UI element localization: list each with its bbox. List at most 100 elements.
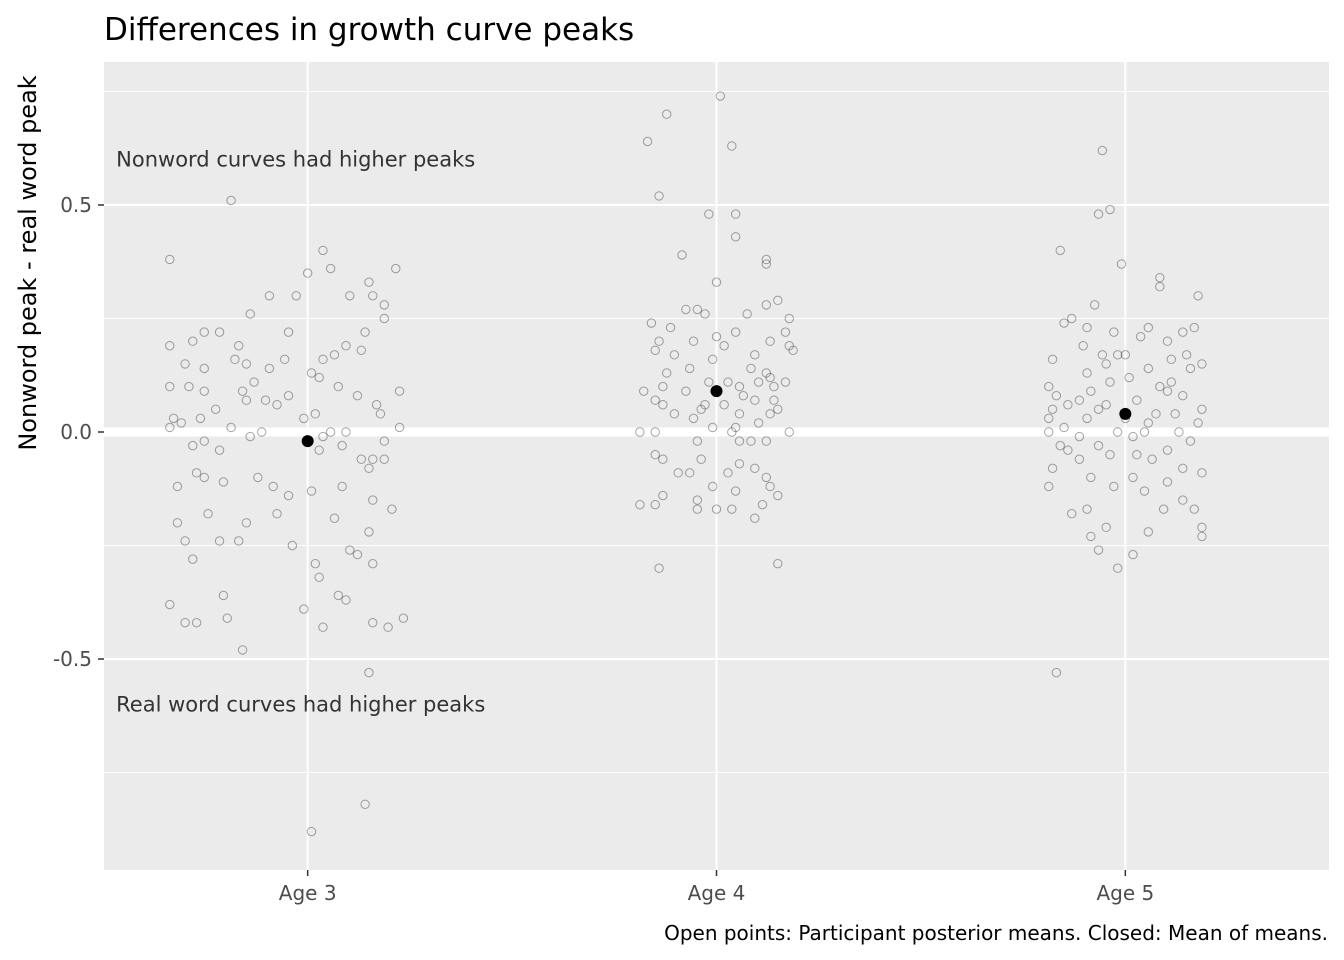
participant-point [750, 463, 760, 474]
participant-point [1120, 350, 1131, 360]
participant-point [738, 390, 749, 401]
participant-point [253, 472, 263, 483]
participant-point [333, 381, 344, 392]
participant-point [1082, 504, 1092, 514]
participant-point [734, 436, 745, 446]
participant-point [218, 590, 229, 601]
participant-point [1178, 327, 1188, 337]
participant-point [692, 504, 703, 514]
participant-point [1093, 209, 1104, 219]
participant-point [191, 468, 202, 478]
participant-point [1051, 667, 1062, 678]
points-layer [165, 91, 1207, 837]
participant-point [1162, 386, 1173, 396]
participant-point [230, 354, 240, 365]
participant-point [237, 386, 248, 396]
participant-point [394, 386, 405, 396]
participant-point [1101, 522, 1111, 533]
participant-point [264, 363, 275, 374]
participant-point [780, 327, 791, 337]
participant-point [1132, 395, 1142, 405]
participant-point [1097, 350, 1108, 360]
participant-point [1051, 390, 1062, 401]
participant-point [214, 445, 225, 455]
participant-point [264, 291, 275, 301]
participant-point [742, 309, 752, 319]
participant-point [1082, 322, 1092, 333]
participant-point [1166, 354, 1176, 365]
participant-point [769, 395, 779, 405]
x-tick-label: Age 5 [1096, 881, 1154, 905]
participant-point [368, 558, 378, 569]
y-tick-label: 0.0 [60, 420, 92, 444]
participant-point [341, 341, 351, 351]
participant-point [681, 386, 691, 396]
participant-point [1067, 313, 1077, 324]
participant-point [654, 191, 664, 201]
participant-point [383, 622, 393, 632]
participant-point [1135, 331, 1146, 342]
participant-point [1170, 409, 1180, 419]
grid-layer [104, 62, 1329, 870]
participant-point [314, 445, 324, 455]
participant-point [784, 341, 794, 351]
participant-point [765, 481, 775, 492]
participant-point [356, 454, 366, 464]
participant-point [750, 350, 760, 360]
participant-point [172, 481, 183, 492]
participant-point [180, 536, 190, 546]
mean-point [710, 385, 723, 398]
participant-point [199, 363, 209, 374]
participant-point [214, 536, 225, 546]
participant-point [1128, 431, 1138, 442]
participant-point [750, 513, 760, 523]
participant-point [1063, 445, 1073, 455]
participant-point [1074, 395, 1085, 405]
participant-point [761, 259, 771, 269]
participant-point [658, 381, 668, 392]
participant-point [1197, 468, 1207, 478]
participant-point [707, 354, 718, 365]
participant-point [730, 232, 741, 242]
participant-point [234, 536, 244, 546]
participant-point [730, 209, 741, 219]
participant-point [1166, 377, 1176, 387]
annotation-layer: Nonword curves had higher peaks Real word… [116, 148, 485, 717]
participant-point [1093, 545, 1104, 555]
participant-point [218, 477, 229, 487]
participant-point [1197, 531, 1207, 542]
participant-point [1193, 291, 1203, 301]
participant-point [1128, 549, 1138, 560]
participant-point [650, 499, 660, 510]
participant-point [1082, 368, 1092, 378]
participant-point [387, 504, 397, 514]
participant-point [337, 440, 347, 451]
participant-point [1185, 363, 1196, 374]
participant-point [165, 599, 175, 610]
participant-point [753, 377, 764, 387]
participant-point [700, 309, 710, 319]
chart-caption: Open points: Participant posterior means… [664, 921, 1328, 945]
participant-point [368, 291, 378, 301]
participant-point [360, 799, 370, 809]
participant-point [1162, 445, 1173, 455]
participant-point [761, 300, 771, 310]
participant-point [1101, 359, 1111, 369]
participant-point [188, 336, 198, 346]
participant-point [302, 268, 313, 278]
participant-point [684, 363, 695, 374]
participant-point [1189, 322, 1199, 333]
participant-point [773, 558, 783, 569]
participant-point [734, 459, 745, 469]
x-tick-label: Age 3 [279, 881, 337, 905]
participant-point [226, 422, 236, 433]
participant-point [314, 372, 324, 383]
participant-point [704, 377, 714, 387]
participant-point [692, 495, 703, 505]
participant-point [356, 345, 366, 355]
participant-point [364, 463, 374, 474]
participant-point [761, 254, 771, 265]
participant-point [677, 250, 687, 260]
participant-point [692, 304, 703, 315]
participant-point [730, 422, 741, 433]
